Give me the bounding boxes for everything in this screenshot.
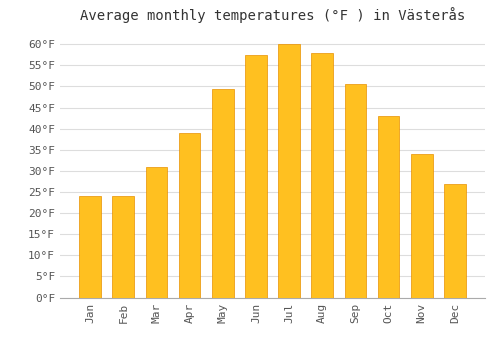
Bar	[80, 196, 101, 298]
Bar	[444, 183, 466, 298]
Bar	[112, 196, 134, 298]
Bar	[378, 116, 400, 298]
Bar	[411, 154, 432, 298]
Bar	[245, 55, 266, 298]
Bar	[278, 44, 300, 298]
Bar	[179, 133, 201, 298]
Bar	[344, 84, 366, 298]
Bar	[146, 167, 167, 298]
Title: Average monthly temperatures (°F ) in Västerås: Average monthly temperatures (°F ) in Vä…	[80, 7, 465, 23]
Bar	[312, 52, 333, 298]
Bar	[212, 89, 234, 298]
